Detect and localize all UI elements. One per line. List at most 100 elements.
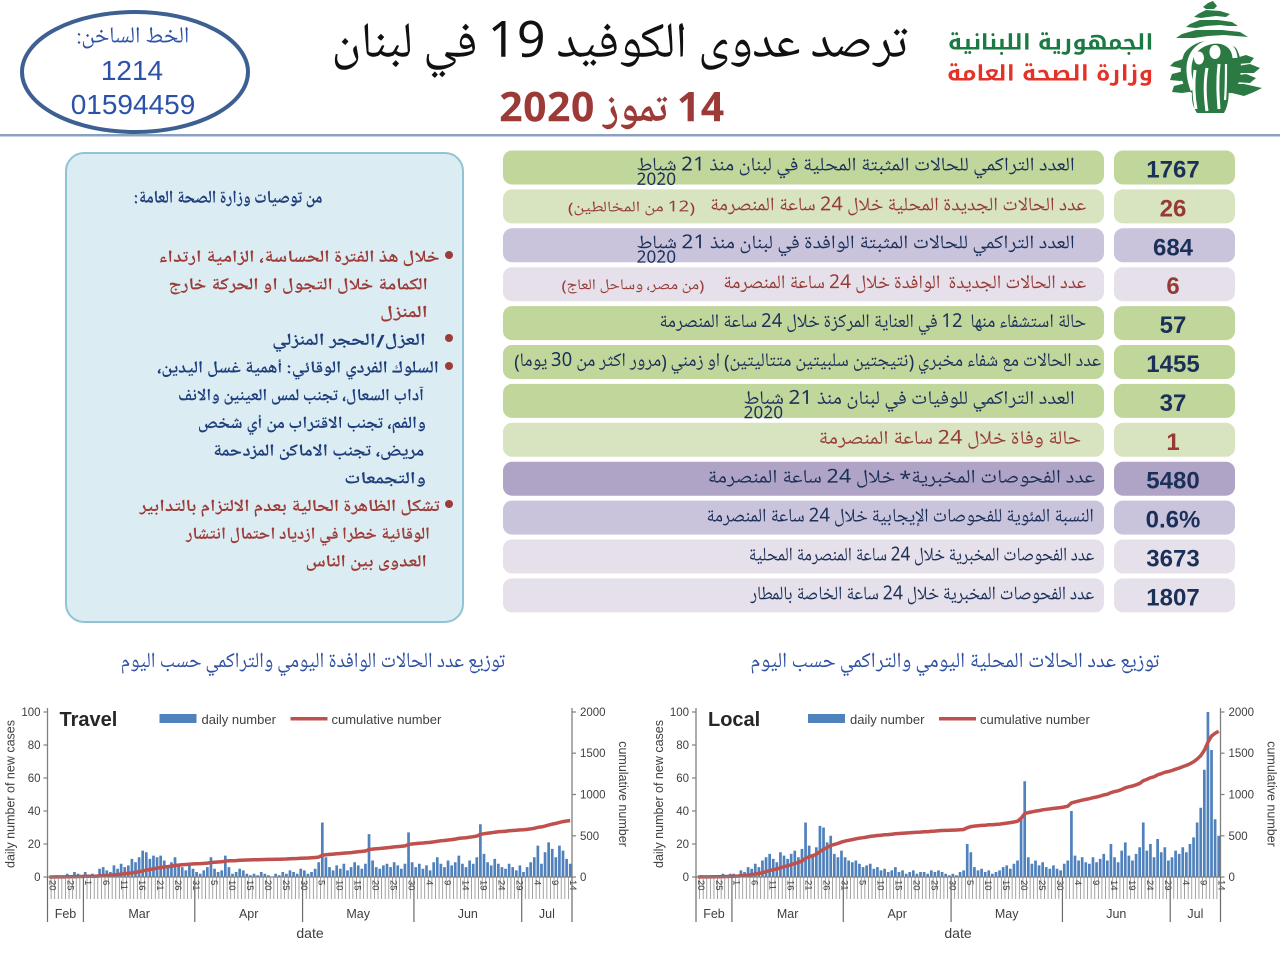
- svg-text:19: 19: [477, 880, 488, 891]
- svg-text:5480: 5480: [1146, 468, 1199, 495]
- svg-text:10: 10: [334, 880, 345, 891]
- svg-text:100: 100: [21, 707, 40, 719]
- svg-text:10: 10: [874, 880, 885, 891]
- svg-text:20: 20: [676, 839, 689, 851]
- svg-text:15: 15: [892, 880, 903, 891]
- svg-text:Jun: Jun: [1106, 907, 1126, 921]
- svg-text:May: May: [995, 907, 1019, 921]
- svg-text:19: 19: [1126, 880, 1137, 891]
- svg-text:80: 80: [28, 740, 41, 752]
- svg-text:21: 21: [154, 880, 165, 891]
- svg-text:26: 26: [172, 880, 183, 891]
- svg-text:9: 9: [1198, 880, 1209, 885]
- svg-text:20: 20: [1018, 880, 1029, 891]
- svg-text:4: 4: [1072, 880, 1083, 885]
- svg-text:2000: 2000: [580, 707, 606, 719]
- svg-text:0: 0: [34, 872, 40, 884]
- svg-text:cumulative number: cumulative number: [980, 712, 1090, 727]
- svg-text:20: 20: [262, 880, 273, 891]
- svg-text:1000: 1000: [580, 790, 606, 802]
- svg-text:14: 14: [459, 880, 470, 891]
- svg-text:40: 40: [676, 806, 689, 818]
- svg-text:16: 16: [785, 880, 796, 891]
- svg-text:100: 100: [670, 707, 689, 719]
- svg-text:1: 1: [1166, 429, 1179, 456]
- svg-text:20: 20: [370, 880, 381, 891]
- svg-text:29: 29: [513, 880, 524, 891]
- svg-text:1: 1: [82, 880, 93, 885]
- svg-text:daily number: daily number: [202, 712, 277, 727]
- svg-text:26: 26: [821, 880, 832, 891]
- svg-text:6: 6: [1166, 273, 1179, 300]
- svg-text:Jul: Jul: [539, 907, 555, 921]
- svg-text:daily number of new cases: daily number of new cases: [652, 720, 666, 868]
- svg-text:0: 0: [1229, 872, 1235, 884]
- svg-text:30: 30: [1054, 880, 1065, 891]
- svg-text:25: 25: [713, 880, 724, 891]
- svg-text:20: 20: [28, 839, 41, 851]
- svg-text:9: 9: [549, 880, 560, 885]
- svg-text:1214: 1214: [101, 55, 163, 86]
- svg-text:60: 60: [676, 773, 689, 785]
- svg-text:cumulative number: cumulative number: [332, 712, 442, 727]
- svg-text:Feb: Feb: [55, 907, 77, 921]
- svg-text:Mar: Mar: [777, 907, 799, 921]
- svg-text:21: 21: [803, 880, 814, 891]
- svg-text:20: 20: [46, 880, 57, 891]
- svg-text:4: 4: [1180, 880, 1191, 885]
- svg-text:57: 57: [1160, 312, 1187, 339]
- svg-text:14: 14: [1216, 880, 1227, 891]
- svg-text:80: 80: [676, 740, 689, 752]
- svg-text:37: 37: [1160, 390, 1187, 417]
- svg-text:5: 5: [857, 880, 868, 885]
- svg-text:Apr: Apr: [239, 907, 258, 921]
- svg-text:5: 5: [964, 880, 975, 885]
- svg-text:11: 11: [118, 880, 129, 890]
- svg-text:1500: 1500: [580, 748, 606, 760]
- svg-text:30: 30: [946, 880, 957, 891]
- svg-text:15: 15: [1000, 880, 1011, 891]
- svg-text:Apr: Apr: [887, 907, 906, 921]
- svg-text:1: 1: [731, 880, 742, 885]
- svg-text:684: 684: [1153, 234, 1194, 261]
- svg-text:Local: Local: [708, 709, 760, 731]
- svg-text:date: date: [296, 925, 323, 941]
- svg-text:2000: 2000: [1229, 707, 1255, 719]
- svg-text:20: 20: [910, 880, 921, 891]
- svg-text:6: 6: [100, 880, 111, 885]
- svg-text:14: 14: [567, 880, 578, 891]
- svg-text:25: 25: [64, 880, 75, 891]
- svg-text:11: 11: [767, 880, 778, 890]
- svg-text:5: 5: [208, 880, 219, 885]
- svg-text:5: 5: [316, 880, 327, 885]
- svg-text:1500: 1500: [1229, 748, 1255, 760]
- svg-text:4: 4: [531, 880, 542, 885]
- svg-text:daily number: daily number: [850, 712, 925, 727]
- svg-text:25: 25: [388, 880, 399, 891]
- svg-text:31: 31: [190, 880, 201, 891]
- svg-text:500: 500: [1229, 831, 1248, 843]
- svg-text:14: 14: [1108, 880, 1119, 891]
- svg-text:1000: 1000: [1229, 790, 1255, 802]
- svg-text:Jul: Jul: [1187, 907, 1203, 921]
- svg-text:40: 40: [28, 806, 41, 818]
- svg-text:daily number of new cases: daily number of new cases: [4, 720, 18, 868]
- svg-text:24: 24: [495, 880, 506, 891]
- svg-text:1807: 1807: [1146, 584, 1199, 611]
- svg-text:3673: 3673: [1146, 546, 1199, 573]
- svg-text:25: 25: [280, 880, 291, 891]
- svg-text:01594459: 01594459: [71, 89, 196, 120]
- svg-text:6: 6: [749, 880, 760, 885]
- svg-text:15: 15: [244, 880, 255, 891]
- svg-text:Feb: Feb: [703, 907, 725, 921]
- svg-text:Mar: Mar: [128, 907, 150, 921]
- svg-text:1455: 1455: [1146, 351, 1199, 378]
- svg-text:20: 20: [695, 880, 706, 891]
- svg-text:cumulative number: cumulative number: [616, 741, 630, 847]
- svg-text:10: 10: [982, 880, 993, 891]
- svg-text:30: 30: [406, 880, 417, 891]
- svg-text:0.6%: 0.6%: [1146, 507, 1201, 534]
- svg-text:31: 31: [839, 880, 850, 891]
- svg-text:9: 9: [442, 880, 453, 885]
- svg-text:60: 60: [28, 773, 41, 785]
